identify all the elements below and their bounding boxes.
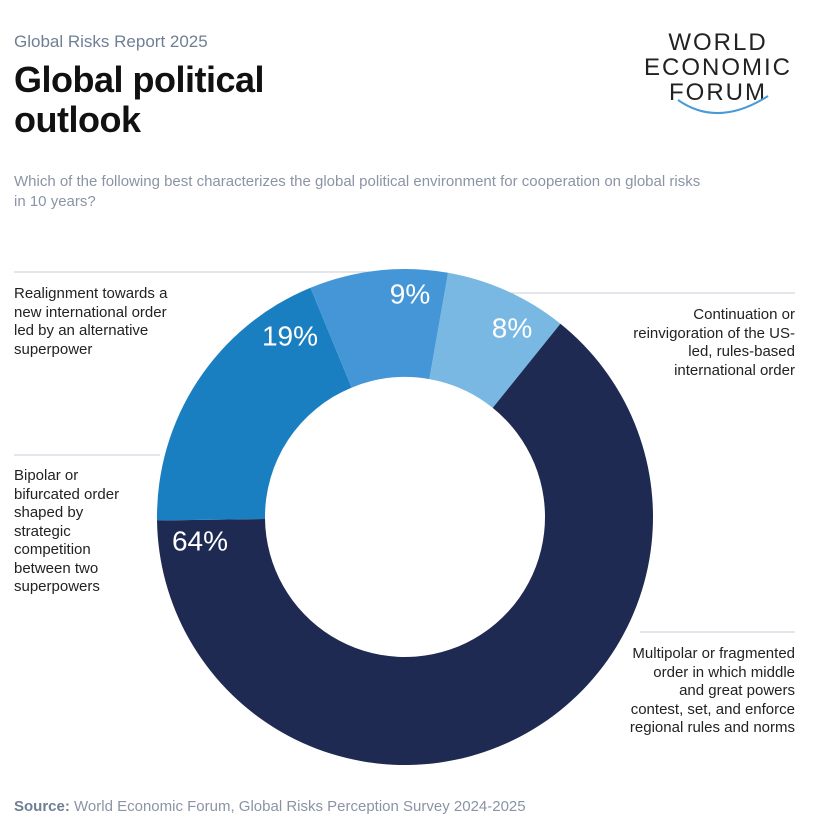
category-label: Multipolar or fragmented order in which … [629,645,795,736]
report-name: Global Risks Report 2025 [14,32,208,51]
category-label: Bipolar or bifurcated order shaped by st… [14,467,120,595]
value-label: 64% [172,525,228,556]
donut-slice [156,287,352,521]
source-label: Source: [14,798,70,815]
value-label: 19% [262,320,318,351]
logo-text: WORLD [668,29,767,56]
category-label: Realignment towards a new international … [14,285,168,358]
logo-text: FORUM [669,79,767,106]
donut-slice [157,323,653,765]
category-label: Continuation or reinvigoration of the US… [633,306,795,379]
donut-slice [429,272,561,408]
chart-title: Global political outlook [14,59,265,140]
value-label: 8% [492,312,532,343]
source: Source: World Economic Forum, Global Ris… [14,798,526,815]
donut-slice [310,268,449,388]
chart-subtitle: Which of the following best characterize… [14,173,701,210]
source-text: World Economic Forum, Global Risks Perce… [74,798,526,815]
value-label: 9% [390,278,430,309]
logo-text: ECONOMIC [644,54,792,81]
logo-arc [677,95,769,115]
